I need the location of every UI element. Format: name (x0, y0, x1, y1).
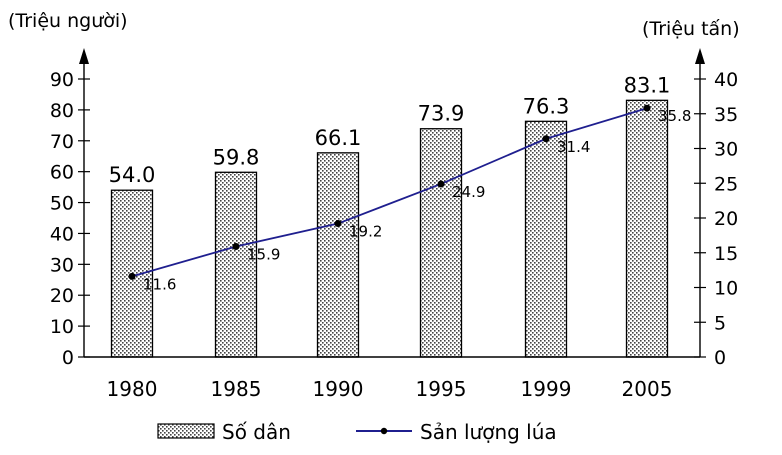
legend-label-bars: Số dân (222, 420, 291, 444)
legend-label-line: Sản lượng lúa (420, 420, 557, 444)
right-axis-arrow (695, 48, 705, 64)
left-tick-80: 80 (50, 100, 74, 122)
x-tick-1990: 1990 (313, 377, 364, 401)
left-tick-50: 50 (50, 193, 74, 215)
x-tick-1980: 1980 (107, 377, 158, 401)
bar-label-1995: 73.9 (418, 102, 465, 126)
bar-1999 (524, 120, 568, 358)
legend-line-marker (380, 427, 388, 435)
left-tick-90: 90 (50, 69, 74, 91)
right-tick-35: 35 (714, 104, 738, 126)
bar-2005 (625, 99, 669, 358)
x-tick-1999: 1999 (521, 377, 572, 401)
left-axis-arrow (79, 48, 89, 64)
right-tick-40: 40 (714, 69, 738, 91)
line-label-1995: 24.9 (452, 183, 485, 201)
x-tick-2005: 2005 (622, 377, 673, 401)
bar-1990 (316, 152, 360, 358)
line-label-1980: 11.6 (143, 275, 176, 293)
line-point-1985 (232, 242, 240, 250)
legend: Số dân Sản lượng lúa (157, 420, 557, 444)
line-label-1990: 19.2 (349, 223, 382, 241)
bar-label-1990: 66.1 (315, 126, 362, 150)
left-tick-10: 10 (50, 316, 74, 338)
axes: 0 10 20 30 40 50 60 70 80 90 0 5 10 15 20 25 30 35 40 1980 1… (50, 48, 738, 401)
left-tick-30: 30 (50, 254, 74, 276)
line-point-2005 (643, 104, 651, 112)
left-tick-0: 0 (62, 347, 74, 369)
line-point-1980 (128, 272, 136, 280)
bar-label-2005: 83.1 (624, 73, 671, 97)
right-tick-15: 15 (714, 243, 738, 265)
line-series: 11.6 15.9 19.2 24.9 31.4 35.8 (128, 104, 691, 293)
line-point-1995 (437, 180, 445, 188)
left-tick-70: 70 (50, 131, 74, 153)
left-tick-20: 20 (50, 285, 74, 307)
right-tick-10: 10 (714, 278, 738, 300)
line-label-1999: 31.4 (557, 138, 590, 156)
x-tick-1985: 1985 (211, 377, 262, 401)
right-tick-20: 20 (714, 208, 738, 230)
bar-label-1980: 54.0 (109, 163, 156, 187)
x-tick-1995: 1995 (416, 377, 467, 401)
left-axis-title: (Triệu người) (8, 10, 128, 32)
line-label-1985: 15.9 (247, 245, 280, 263)
bar-label-1999: 76.3 (523, 94, 570, 118)
bar-1985 (214, 171, 258, 358)
right-tick-30: 30 (714, 139, 738, 161)
legend-swatch-bars (157, 423, 215, 439)
bar-1995 (419, 128, 463, 358)
bar-series: 54.0 59.8 66.1 73.9 76.3 83.1 (109, 73, 671, 358)
left-tick-40: 40 (50, 223, 74, 245)
left-tick-60: 60 (50, 162, 74, 184)
line-point-1999 (542, 135, 550, 143)
right-tick-0: 0 (714, 347, 726, 369)
bar-label-1985: 59.8 (213, 145, 260, 169)
line-label-2005: 35.8 (658, 107, 691, 125)
right-tick-25: 25 (714, 173, 738, 195)
line-point-1990 (334, 220, 342, 228)
right-axis-title: (Triệu tấn) (642, 18, 740, 40)
right-tick-5: 5 (714, 312, 726, 334)
line-path (131, 107, 648, 278)
